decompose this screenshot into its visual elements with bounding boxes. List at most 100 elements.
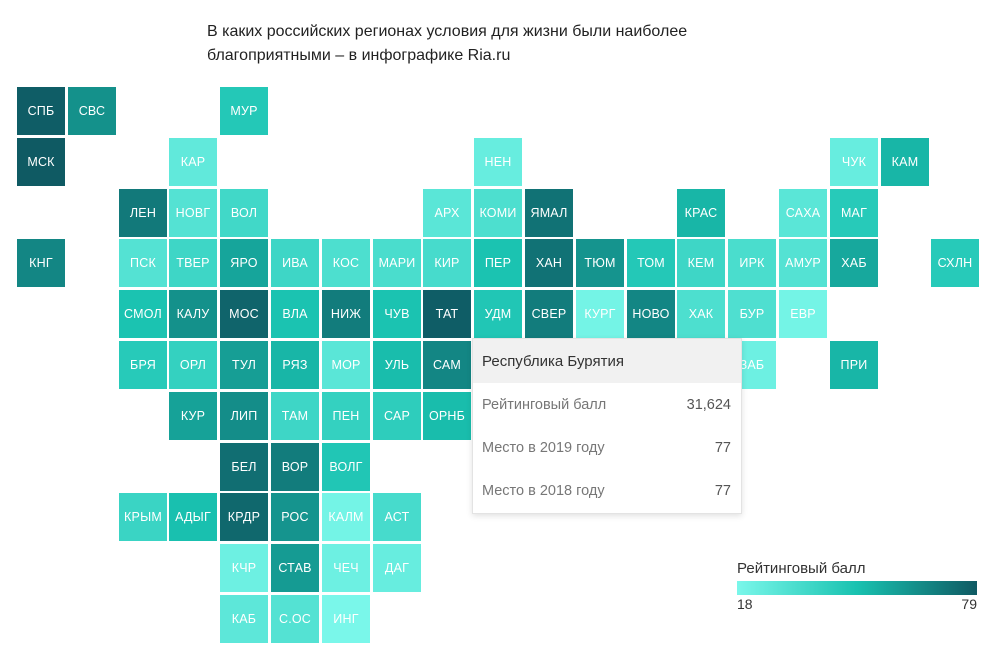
- region-tile[interactable]: ХАН: [525, 239, 573, 287]
- region-tile[interactable]: ИРК: [728, 239, 776, 287]
- region-tile[interactable]: КЕМ: [677, 239, 725, 287]
- region-tile[interactable]: МАРИ: [373, 239, 421, 287]
- region-tile[interactable]: ЯМАЛ: [525, 189, 573, 237]
- region-tile[interactable]: ДАГ: [373, 544, 421, 592]
- region-tile[interactable]: АСТ: [373, 493, 421, 541]
- region-tile[interactable]: ВОР: [271, 443, 319, 491]
- region-tile[interactable]: БУР: [728, 290, 776, 338]
- region-tile[interactable]: УДМ: [474, 290, 522, 338]
- region-tile[interactable]: САМ: [423, 341, 471, 389]
- region-tile[interactable]: ЧЕЧ: [322, 544, 370, 592]
- region-tile[interactable]: ЧУВ: [373, 290, 421, 338]
- region-tile[interactable]: СВЕР: [525, 290, 573, 338]
- region-tile[interactable]: МОР: [322, 341, 370, 389]
- region-tile[interactable]: КРАС: [677, 189, 725, 237]
- region-tile[interactable]: ЛИП: [220, 392, 268, 440]
- region-tile-label: БУР: [739, 307, 765, 321]
- region-tile[interactable]: СВС: [68, 87, 116, 135]
- region-tile[interactable]: КУР: [169, 392, 217, 440]
- region-tile[interactable]: ТЮМ: [576, 239, 624, 287]
- region-tile[interactable]: БРЯ: [119, 341, 167, 389]
- region-tile-label: СВС: [78, 104, 106, 118]
- region-tile[interactable]: ХАК: [677, 290, 725, 338]
- region-tile[interactable]: ВЛА: [271, 290, 319, 338]
- region-tile-label: НОВГ: [175, 206, 211, 220]
- region-tile[interactable]: С.ОС: [271, 595, 319, 643]
- region-tile[interactable]: ПЕН: [322, 392, 370, 440]
- region-tile-label: СТАВ: [278, 561, 312, 575]
- region-tile[interactable]: УЛЬ: [373, 341, 421, 389]
- region-tile[interactable]: КАБ: [220, 595, 268, 643]
- region-tile[interactable]: МУР: [220, 87, 268, 135]
- chart-title-line2: благоприятными – в инфографике Ria.ru: [207, 47, 511, 64]
- region-tile[interactable]: АРХ: [423, 189, 471, 237]
- region-tile[interactable]: КОС: [322, 239, 370, 287]
- region-tile[interactable]: ПРИ: [830, 341, 878, 389]
- region-tile[interactable]: ПСК: [119, 239, 167, 287]
- region-tile[interactable]: ПЕР: [474, 239, 522, 287]
- region-tile[interactable]: КАМ: [881, 138, 929, 186]
- region-tile[interactable]: КОМИ: [474, 189, 522, 237]
- region-tile-label: КОМИ: [479, 206, 517, 220]
- region-tile[interactable]: АДЫГ: [169, 493, 217, 541]
- region-tile[interactable]: ОРНБ: [423, 392, 471, 440]
- region-tile[interactable]: САХА: [779, 189, 827, 237]
- region-tile[interactable]: РОС: [271, 493, 319, 541]
- region-tile[interactable]: ТУЛ: [220, 341, 268, 389]
- region-tile[interactable]: ТАМ: [271, 392, 319, 440]
- region-tile-label: САХА: [785, 206, 821, 220]
- region-tile[interactable]: КАЛМ: [322, 493, 370, 541]
- region-tile-label: НЕН: [484, 155, 512, 169]
- region-tile[interactable]: НОВГ: [169, 189, 217, 237]
- region-tile-label: УЛЬ: [384, 358, 410, 372]
- region-tile[interactable]: БЕЛ: [220, 443, 268, 491]
- region-tile[interactable]: СХЛН: [931, 239, 979, 287]
- region-tile[interactable]: МАГ: [830, 189, 878, 237]
- region-tile[interactable]: КНГ: [17, 239, 65, 287]
- region-tile[interactable]: ЯРО: [220, 239, 268, 287]
- region-tile[interactable]: КРЫМ: [119, 493, 167, 541]
- region-tile[interactable]: ТОМ: [627, 239, 675, 287]
- region-tile[interactable]: ХАБ: [830, 239, 878, 287]
- region-tile[interactable]: САР: [373, 392, 421, 440]
- region-tile[interactable]: КАЛУ: [169, 290, 217, 338]
- region-tile-label: КАЛУ: [176, 307, 210, 321]
- region-tile[interactable]: АМУР: [779, 239, 827, 287]
- region-tile[interactable]: МСК: [17, 138, 65, 186]
- region-tile[interactable]: ТАТ: [423, 290, 471, 338]
- region-tile-label: ЧУВ: [384, 307, 410, 321]
- region-tile[interactable]: НОВО: [627, 290, 675, 338]
- region-tile[interactable]: СМОЛ: [119, 290, 167, 338]
- region-tile[interactable]: КРДР: [220, 493, 268, 541]
- region-tile-label: СПБ: [27, 104, 55, 118]
- region-tile[interactable]: ТВЕР: [169, 239, 217, 287]
- region-tile-label: ЧУК: [841, 155, 867, 169]
- region-tile[interactable]: ЧУК: [830, 138, 878, 186]
- region-tile[interactable]: СПБ: [17, 87, 65, 135]
- region-tile-label: МАРИ: [378, 256, 416, 270]
- region-tile[interactable]: ЛЕН: [119, 189, 167, 237]
- region-tile[interactable]: КЧР: [220, 544, 268, 592]
- region-tile-label: ВЛА: [282, 307, 308, 321]
- region-tile-label: МАГ: [840, 206, 868, 220]
- region-tile[interactable]: КАР: [169, 138, 217, 186]
- region-tile[interactable]: НИЖ: [322, 290, 370, 338]
- region-tile[interactable]: ИВА: [271, 239, 319, 287]
- region-tile[interactable]: ОРЛ: [169, 341, 217, 389]
- legend-title: Рейтинговый балл: [737, 560, 866, 577]
- region-tile[interactable]: ЕВР: [779, 290, 827, 338]
- region-tile[interactable]: МОС: [220, 290, 268, 338]
- region-tile[interactable]: ИНГ: [322, 595, 370, 643]
- region-tile-label: ПРИ: [840, 358, 868, 372]
- region-tile[interactable]: НЕН: [474, 138, 522, 186]
- region-tile-label: РЯЗ: [282, 358, 308, 372]
- region-tile[interactable]: КУРГ: [576, 290, 624, 338]
- region-tile[interactable]: ВОЛГ: [322, 443, 370, 491]
- region-tile[interactable]: СТАВ: [271, 544, 319, 592]
- region-tile[interactable]: ВОЛ: [220, 189, 268, 237]
- region-tile[interactable]: КИР: [423, 239, 471, 287]
- region-tile-label: РОС: [281, 510, 309, 524]
- region-tile[interactable]: РЯЗ: [271, 341, 319, 389]
- chart-title-line1: В каких российских регионах условия для …: [207, 23, 688, 40]
- region-tile-label: МОС: [229, 307, 259, 321]
